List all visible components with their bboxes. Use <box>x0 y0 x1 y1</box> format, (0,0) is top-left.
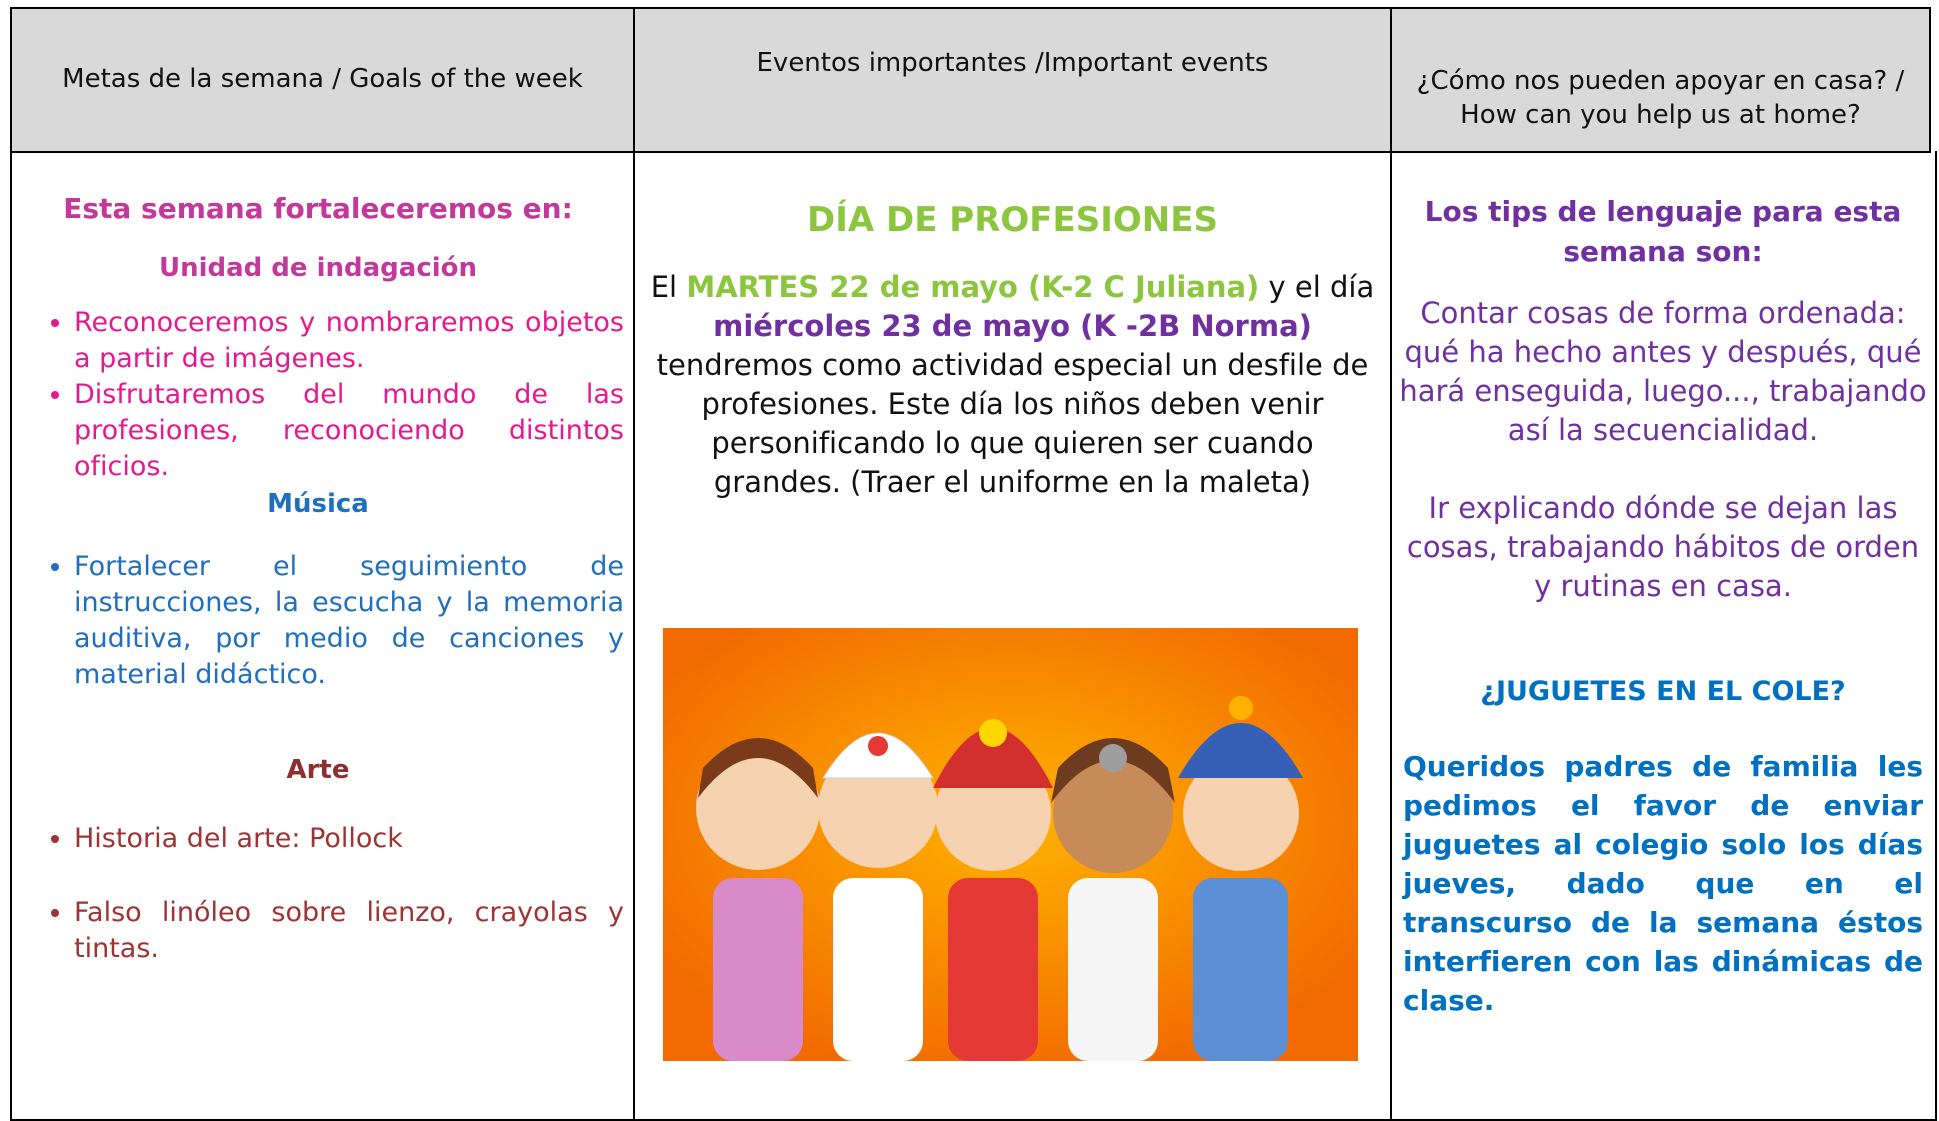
events-title: DÍA DE PROFESIONES <box>807 200 1218 240</box>
date-run: MARTES 22 de mayo (K-2 C Juliana) <box>686 270 1260 304</box>
events-paragraph: El MARTES 22 de mayo (K-2 C Juliana) y e… <box>645 268 1380 502</box>
date-run: miércoles 23 de mayo (K -2B Norma) <box>713 309 1312 343</box>
tip: Ir explicando dónde se dejan las cosas, … <box>1406 491 1920 603</box>
list-item: Historia del arte: Pollock <box>74 821 624 857</box>
list: Reconoceremos y nombraremos objetos a pa… <box>12 305 624 485</box>
list: Historia del arte: Pollock Falso linóleo… <box>12 821 624 967</box>
list-item: Disfrutaremos del mundo de las profesion… <box>74 377 624 485</box>
section-title: Unidad de indagación <box>158 253 478 283</box>
header-cell: ¿Cómo nos pueden apoyar en casa? / How c… <box>1390 7 1931 153</box>
toys-text: Queridos padres de familia les pedimos e… <box>1403 750 1923 1017</box>
text-run: y el día <box>1259 270 1375 304</box>
figures <box>696 696 1303 1061</box>
section-title: Música <box>267 489 369 519</box>
professions-illustration <box>663 628 1358 1061</box>
list-item: Falso linóleo sobre lienzo, crayolas y t… <box>74 895 624 967</box>
header-cell: Metas de la semana / Goals of the week <box>10 7 635 153</box>
tip: Contar cosas de forma ordenada: qué ha h… <box>1399 296 1927 447</box>
item-text: Falso linóleo sobre lienzo, crayolas y t… <box>74 897 624 964</box>
list: Fortalecer el seguimiento de instruccion… <box>12 549 624 693</box>
toys-heading: ¿JUGUETES EN EL COLE? <box>1480 676 1846 707</box>
goals: Esta semana fortaleceremos en: Unidad de… <box>12 192 624 967</box>
text-run: El <box>650 270 687 304</box>
events: DÍA DE PROFESIONES El MARTES 22 de mayo … <box>645 200 1380 502</box>
home-heading: Los tips de lenguaje para esta semana so… <box>1424 195 1902 268</box>
header-cell: Eventos importantes /Important events <box>633 7 1392 153</box>
list-item: Fortalecer el seguimiento de instruccion… <box>74 549 624 693</box>
header-text: Eventos importantes /Important events <box>756 48 1269 78</box>
header-text: ¿Cómo nos pueden apoyar en casa? / How c… <box>1416 66 1905 130</box>
list-item: Reconoceremos y nombraremos objetos a pa… <box>74 305 624 377</box>
goals-heading: Esta semana fortaleceremos en: <box>63 192 573 225</box>
section-title: Arte <box>286 755 350 785</box>
home: Los tips de lenguaje para esta semana so… <box>1398 192 1928 1020</box>
header-text: Metas de la semana / Goals of the week <box>62 64 583 95</box>
text-run: tendremos como actividad especial un des… <box>656 348 1369 499</box>
